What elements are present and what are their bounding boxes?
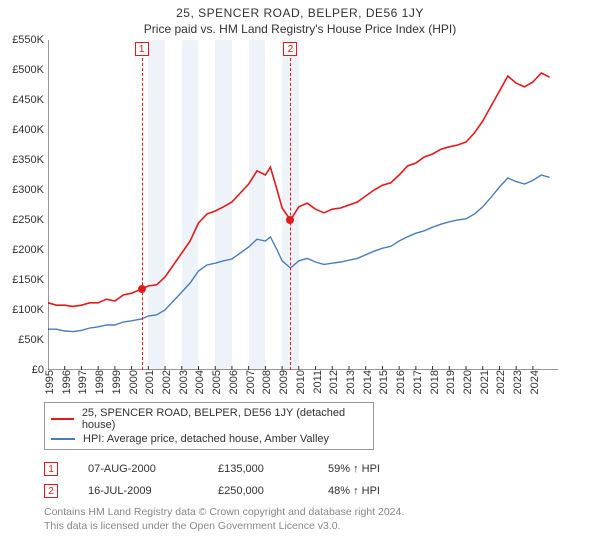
x-tick-label: 2004 (190, 370, 206, 394)
legend-swatch (51, 418, 74, 420)
legend-row: HPI: Average price, detached house, Ambe… (51, 432, 367, 446)
x-tick-label: 2009 (274, 370, 290, 394)
x-tick-label: 2017 (408, 370, 424, 394)
event-row: 1 07-AUG-2000 £135,000 59% ↑ HPI (44, 458, 580, 480)
chart-plot-area: £0£50K£100K£150K£200K£250K£300K£350K£400… (48, 40, 558, 370)
y-tick-label: £500K (12, 64, 48, 76)
event-date: 07-AUG-2000 (88, 463, 188, 475)
x-tick-label: 2010 (291, 370, 307, 394)
x-tick-label: 1998 (90, 370, 106, 394)
event-marker: 2 (283, 42, 297, 56)
legend-label: HPI: Average price, detached house, Ambe… (83, 433, 329, 445)
series-line (48, 73, 550, 306)
event-marker: 1 (135, 42, 149, 56)
event-row-marker: 2 (44, 484, 58, 498)
page-subtitle: Price paid vs. HM Land Registry's House … (0, 22, 600, 36)
x-tick-label: 2007 (241, 370, 257, 394)
x-tick-label: 2016 (391, 370, 407, 394)
footer-line: Contains HM Land Registry data © Crown c… (44, 506, 580, 520)
x-tick-label: 2005 (207, 370, 223, 394)
x-tick-label: 2006 (224, 370, 240, 394)
x-tick-label: 2015 (374, 370, 390, 394)
y-tick-label: £100K (12, 304, 48, 316)
x-tick-label: 2012 (324, 370, 340, 394)
legend-label: 25, SPENCER ROAD, BELPER, DE56 1JY (deta… (82, 407, 367, 431)
x-tick-label: 2020 (458, 370, 474, 394)
x-tick-label: 2024 (525, 370, 541, 394)
y-tick-label: £350K (12, 154, 48, 166)
chart-svg (48, 40, 558, 370)
x-tick-label: 1996 (57, 370, 73, 394)
x-tick-label: 2014 (358, 370, 374, 394)
event-row-marker: 1 (44, 462, 58, 476)
x-tick-label: 1997 (73, 370, 89, 394)
y-tick-label: £450K (12, 94, 48, 106)
event-date: 16-JUL-2009 (88, 485, 188, 497)
y-tick-label: £150K (12, 274, 48, 286)
footer-attribution: Contains HM Land Registry data © Crown c… (44, 506, 580, 533)
y-tick-label: £550K (12, 34, 48, 46)
x-tick-label: 2021 (475, 370, 491, 394)
legend-box: 25, SPENCER ROAD, BELPER, DE56 1JY (deta… (44, 402, 374, 450)
x-tick-label: 2013 (341, 370, 357, 394)
y-tick-label: £400K (12, 124, 48, 136)
event-vline (142, 58, 143, 370)
event-row: 2 16-JUL-2009 £250,000 48% ↑ HPI (44, 480, 580, 502)
footer-line: This data is licensed under the Open Gov… (44, 520, 580, 534)
y-tick-label: £250K (12, 214, 48, 226)
x-tick-label: 2003 (174, 370, 190, 394)
event-dot (286, 216, 294, 224)
y-tick-label: £300K (12, 184, 48, 196)
x-tick-label: 1995 (40, 370, 56, 394)
x-tick-label: 2018 (425, 370, 441, 394)
event-pct: 48% ↑ HPI (328, 485, 408, 497)
legend-swatch (51, 438, 75, 440)
event-price: £135,000 (218, 463, 298, 475)
page-title: 25, SPENCER ROAD, BELPER, DE56 1JY (0, 6, 600, 20)
event-price: £250,000 (218, 485, 298, 497)
event-dot (138, 285, 146, 293)
events-table: 1 07-AUG-2000 £135,000 59% ↑ HPI 2 16-JUL-200… (44, 458, 580, 502)
y-tick-label: £50K (18, 334, 48, 346)
event-vline (290, 58, 291, 370)
series-line (48, 175, 550, 332)
y-tick-label: £200K (12, 244, 48, 256)
x-tick-label: 2023 (508, 370, 524, 394)
x-tick-label: 2002 (157, 370, 173, 394)
x-tick-label: 2022 (491, 370, 507, 394)
x-tick-label: 1999 (107, 370, 123, 394)
x-tick-label: 2008 (257, 370, 273, 394)
x-tick-label: 2011 (308, 370, 324, 394)
x-tick-label: 2001 (140, 370, 156, 394)
legend-row: 25, SPENCER ROAD, BELPER, DE56 1JY (deta… (51, 406, 367, 432)
x-tick-label: 2019 (441, 370, 457, 394)
event-pct: 59% ↑ HPI (328, 463, 408, 475)
x-tick-label: 2000 (124, 370, 140, 394)
